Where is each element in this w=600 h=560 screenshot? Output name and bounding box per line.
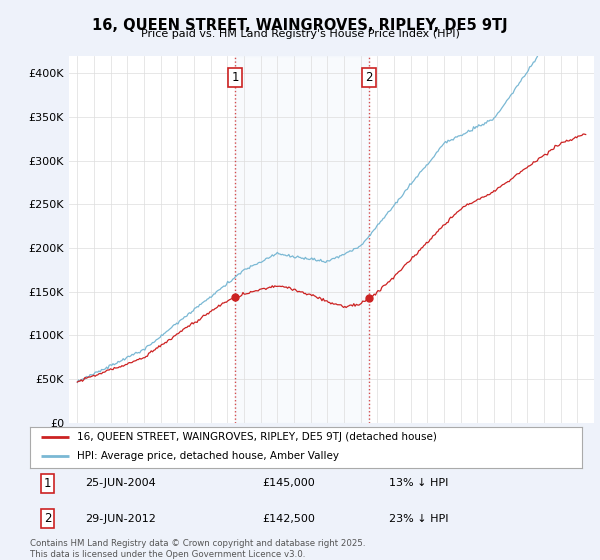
Text: HPI: Average price, detached house, Amber Valley: HPI: Average price, detached house, Ambe… [77, 451, 339, 461]
Text: 2: 2 [365, 71, 373, 85]
Text: 2: 2 [44, 512, 52, 525]
Text: 23% ↓ HPI: 23% ↓ HPI [389, 514, 448, 524]
Text: 13% ↓ HPI: 13% ↓ HPI [389, 478, 448, 488]
Text: £142,500: £142,500 [262, 514, 315, 524]
Text: Contains HM Land Registry data © Crown copyright and database right 2025.
This d: Contains HM Land Registry data © Crown c… [30, 539, 365, 559]
Text: 1: 1 [231, 71, 239, 85]
Text: 29-JUN-2012: 29-JUN-2012 [85, 514, 156, 524]
Text: Price paid vs. HM Land Registry's House Price Index (HPI): Price paid vs. HM Land Registry's House … [140, 29, 460, 39]
Text: 16, QUEEN STREET, WAINGROVES, RIPLEY, DE5 9TJ: 16, QUEEN STREET, WAINGROVES, RIPLEY, DE… [92, 18, 508, 33]
Text: 16, QUEEN STREET, WAINGROVES, RIPLEY, DE5 9TJ (detached house): 16, QUEEN STREET, WAINGROVES, RIPLEY, DE… [77, 432, 437, 442]
Bar [235, 56, 369, 423]
Text: £145,000: £145,000 [262, 478, 314, 488]
Text: 25-JUN-2004: 25-JUN-2004 [85, 478, 156, 488]
Text: 1: 1 [44, 477, 52, 490]
